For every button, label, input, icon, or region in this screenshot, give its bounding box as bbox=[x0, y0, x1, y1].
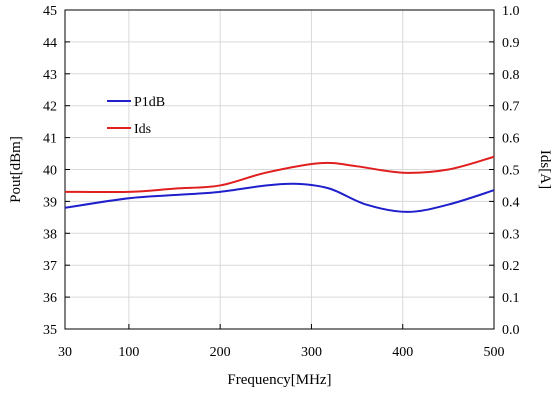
right-y-tick-label: 0.3 bbox=[502, 227, 520, 242]
right-y-tick-label: 0.7 bbox=[502, 100, 520, 115]
right-y-tick-label: 1.0 bbox=[502, 4, 520, 19]
x-tick-label: 300 bbox=[301, 345, 322, 360]
right-y-tick-label: 0.8 bbox=[502, 68, 520, 83]
legend-label-p1db: P1dB bbox=[134, 95, 165, 110]
axis-ticks: 30 100 200 300 400 500 35 36 37 38 39 40 41 42 43 44 45 0… bbox=[43, 4, 520, 360]
left-y-tick-label: 39 bbox=[43, 195, 57, 210]
right-y-tick-label: 0.6 bbox=[502, 132, 520, 147]
left-y-tick-label: 41 bbox=[43, 132, 57, 147]
left-y-tick-label: 45 bbox=[43, 4, 57, 19]
right-y-tick-label: 0.9 bbox=[502, 36, 520, 51]
legend-label-ids: Ids bbox=[134, 122, 151, 137]
right-y-axis-title: Ids[A] bbox=[537, 150, 552, 189]
left-y-tick-label: 37 bbox=[43, 259, 57, 274]
legend: P1dB Ids bbox=[107, 95, 165, 137]
right-y-tick-label: 0.1 bbox=[502, 291, 520, 306]
left-y-tick-label: 40 bbox=[43, 164, 57, 179]
x-tick-label: 400 bbox=[392, 345, 413, 360]
series-line-p1db bbox=[64, 182, 495, 213]
left-y-axis-title: Pout[dBm] bbox=[8, 136, 24, 203]
x-tick-label: 500 bbox=[484, 345, 505, 360]
left-y-tick-label: 43 bbox=[43, 68, 57, 83]
right-y-tick-label: 0.0 bbox=[502, 323, 520, 338]
left-y-tick-label: 36 bbox=[43, 291, 57, 306]
x-tick-label: 200 bbox=[210, 345, 231, 360]
left-y-tick-label: 35 bbox=[43, 323, 57, 338]
series-line-ids bbox=[64, 155, 495, 194]
right-y-tick-label: 0.2 bbox=[502, 259, 520, 274]
left-y-tick-label: 44 bbox=[43, 36, 57, 51]
left-y-tick-label: 42 bbox=[43, 100, 57, 115]
x-axis-title: Frequency[MHz] bbox=[227, 372, 331, 388]
right-y-tick-label: 0.5 bbox=[502, 164, 520, 179]
data-series bbox=[64, 155, 495, 213]
right-y-tick-label: 0.4 bbox=[502, 195, 520, 210]
left-y-tick-label: 38 bbox=[43, 227, 57, 242]
x-tick-label: 100 bbox=[118, 345, 139, 360]
x-tick-label: 30 bbox=[58, 345, 72, 360]
grid-lines bbox=[65, 10, 494, 329]
